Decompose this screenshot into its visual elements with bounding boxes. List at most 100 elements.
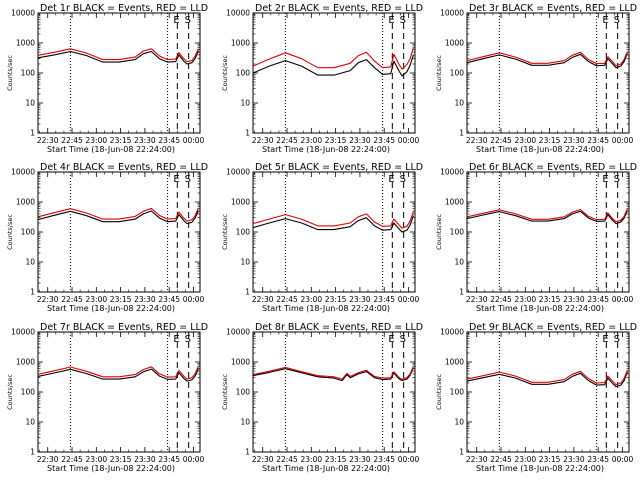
x-tick-label: 22:45	[61, 295, 83, 304]
x-tick-label: 23:00	[515, 136, 537, 145]
x-axis-label: Start Time (18-Jun-08 22:24:00)	[476, 145, 604, 154]
x-tick-label: 23:00	[301, 455, 323, 464]
x-tick-label: 23:30	[563, 136, 585, 145]
x-tick-label: 22:45	[490, 136, 512, 145]
y-tick-label: 1000	[16, 358, 35, 367]
lld-series-line	[37, 48, 199, 63]
x-tick-label: 22:45	[276, 295, 298, 304]
x-tick-label: 23:30	[563, 295, 585, 304]
lld-series-line	[466, 51, 628, 67]
x-tick-label: 23:15	[539, 455, 561, 464]
x-tick-label: 00:00	[398, 136, 420, 145]
y-tick-label: 100	[21, 228, 36, 237]
plot-frame	[252, 331, 416, 453]
x-axis-label: Start Time (18-Jun-08 22:24:00)	[262, 304, 390, 313]
events-series-line	[252, 367, 414, 382]
plot-frame	[252, 171, 416, 293]
plot-frame	[37, 12, 201, 134]
marker-label: E	[173, 174, 179, 185]
y-tick-label: 1000	[231, 198, 250, 207]
x-tick-label: 00:00	[612, 295, 634, 304]
y-tick-label: 100	[450, 69, 465, 78]
marker-label: E	[173, 15, 179, 26]
x-axis-label: Start Time (18-Jun-08 22:24:00)	[262, 145, 390, 154]
x-tick-label: 22:30	[252, 136, 274, 145]
panel-1: Det 1r BLACK = Events, RED = LLD 1 10 100 10…	[6, 3, 208, 154]
plot-frame	[466, 12, 630, 134]
x-tick-label: 23:00	[301, 295, 323, 304]
marker-label: S	[614, 15, 620, 26]
y-axis-label: Counts/sec	[435, 374, 443, 410]
plot-frame	[466, 331, 630, 453]
x-tick-label: 23:30	[134, 136, 156, 145]
y-tick-label: 10000	[226, 328, 250, 337]
x-tick-label: 22:45	[490, 455, 512, 464]
y-tick-label: 1	[459, 288, 464, 297]
y-tick-label: 1	[459, 129, 464, 138]
y-tick-label: 1000	[231, 358, 250, 367]
y-tick-label: 1	[30, 288, 35, 297]
x-tick-label: 23:00	[301, 136, 323, 145]
x-axis-label: Start Time (18-Jun-08 22:24:00)	[262, 464, 390, 473]
y-axis-label: Counts/sec	[6, 374, 14, 410]
y-tick-label: 1000	[445, 198, 464, 207]
lld-series-line	[37, 366, 199, 380]
y-tick-label: 10	[454, 418, 464, 427]
x-tick-label: 00:00	[183, 295, 205, 304]
x-tick-label: 22:45	[61, 455, 83, 464]
plot-frame	[37, 171, 201, 293]
x-tick-label: 22:30	[252, 295, 274, 304]
lld-series-line	[466, 208, 628, 223]
x-tick-label: 23:15	[110, 295, 132, 304]
x-tick-label: 22:30	[252, 455, 274, 464]
panel-3: Det 3r BLACK = Events, RED = LLD 1 10 100 10…	[435, 3, 637, 154]
panel-title: Det 8r BLACK = Events, RED = LLD	[255, 322, 423, 333]
y-tick-label: 10	[240, 418, 250, 427]
panel-title: Det 2r BLACK = Events, RED = LLD	[255, 3, 423, 14]
marker-label: S	[185, 334, 191, 345]
events-series-line	[37, 368, 199, 382]
y-tick-label: 10000	[11, 328, 35, 337]
x-tick-label: 22:30	[466, 136, 488, 145]
x-tick-label: 22:30	[37, 136, 59, 145]
y-tick-label: 10000	[11, 9, 35, 18]
x-tick-label: 23:00	[86, 295, 108, 304]
x-tick-label: 23:15	[539, 136, 561, 145]
panel-8: Det 8r BLACK = Events, RED = LLD 1 10 100 10…	[221, 322, 423, 473]
x-tick-label: 23:45	[373, 455, 395, 464]
panel-6: Det 6r BLACK = Events, RED = LLD 1 10 100 10…	[435, 162, 637, 313]
marker-label: E	[173, 334, 179, 345]
x-tick-label: 23:45	[587, 455, 609, 464]
y-tick-label: 1000	[16, 198, 35, 207]
panel-4: Det 4r BLACK = Events, RED = LLD 1 10 100 10…	[6, 162, 208, 313]
panel-7: Det 7r BLACK = Events, RED = LLD 1 10 100 10…	[6, 322, 208, 473]
marker-label: S	[400, 15, 406, 26]
x-tick-label: 00:00	[398, 295, 420, 304]
x-tick-label: 23:30	[134, 295, 156, 304]
y-tick-label: 10000	[440, 168, 464, 177]
events-series-line	[37, 50, 199, 65]
y-axis-label: Counts/sec	[435, 214, 443, 250]
marker-label: S	[614, 334, 620, 345]
x-tick-label: 23:15	[110, 455, 132, 464]
panel-title: Det 4r BLACK = Events, RED = LLD	[40, 162, 208, 173]
lld-series-line	[466, 369, 628, 386]
x-tick-label: 22:45	[61, 136, 83, 145]
events-series-line	[466, 53, 628, 69]
events-series-line	[252, 215, 414, 233]
panel-title: Det 5r BLACK = Events, RED = LLD	[255, 162, 423, 173]
panel-title: Det 3r BLACK = Events, RED = LLD	[469, 3, 637, 14]
x-tick-label: 23:45	[373, 295, 395, 304]
x-tick-label: 23:00	[515, 455, 537, 464]
x-tick-label: 23:45	[587, 295, 609, 304]
marker-label: S	[400, 174, 406, 185]
x-tick-label: 23:15	[325, 455, 347, 464]
x-tick-label: 23:30	[349, 136, 371, 145]
x-axis-label: Start Time (18-Jun-08 22:24:00)	[476, 304, 604, 313]
x-tick-label: 23:15	[110, 136, 132, 145]
y-tick-label: 100	[236, 228, 251, 237]
y-tick-label: 1	[30, 129, 35, 138]
marker-label: E	[388, 334, 394, 345]
x-tick-label: 22:45	[276, 455, 298, 464]
x-tick-label: 23:00	[86, 136, 108, 145]
